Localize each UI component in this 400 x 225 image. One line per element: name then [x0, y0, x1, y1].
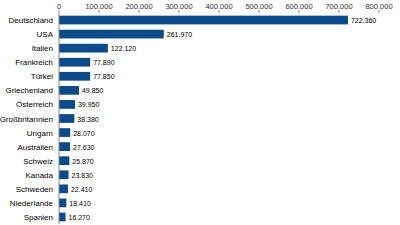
bar — [59, 142, 70, 151]
chart: 0 100.000 200.000 300.000 400.000 500.000 600.… — [0, 0, 400, 225]
category-label: USA — [37, 30, 54, 39]
bar — [59, 58, 90, 67]
category-label: Australien — [17, 143, 53, 152]
category-label: Großbritannien — [0, 115, 53, 124]
tick-label: 0 — [57, 2, 61, 11]
bar — [59, 114, 74, 123]
bar — [59, 156, 69, 165]
axis-line — [59, 13, 60, 224]
bar — [59, 128, 70, 137]
data-label: 722.360 — [351, 17, 376, 24]
data-label: 49.850 — [82, 87, 104, 94]
category-label: Kanada — [25, 171, 53, 180]
category-label: Italien — [32, 44, 53, 53]
bar — [59, 16, 348, 25]
data-label: 23.830 — [72, 172, 94, 179]
category-label: Griechenland — [5, 86, 53, 95]
data-label: 261.970 — [167, 31, 192, 38]
category-label: Österreich — [16, 100, 53, 109]
data-label: 18.410 — [69, 200, 91, 207]
category-label: Ungarn — [27, 129, 53, 138]
category-label: Schweiz — [23, 157, 53, 166]
tick-label: 200.000 — [125, 2, 152, 11]
tick-label: 300.000 — [165, 2, 192, 11]
category-label: Schweden — [16, 185, 53, 194]
data-label: 27.630 — [73, 144, 95, 151]
data-label: 122.120 — [111, 45, 136, 52]
category-label: Deutschland — [9, 16, 53, 25]
bar — [59, 30, 164, 39]
tick-label: 100.000 — [85, 2, 112, 11]
bar — [59, 44, 108, 53]
tick-label: 800.000 — [365, 2, 392, 11]
tick-label: 400.000 — [205, 2, 232, 11]
bar — [59, 170, 69, 179]
data-label: 77.850 — [93, 73, 115, 80]
bars — [59, 16, 348, 222]
data-label: 38.380 — [77, 116, 99, 123]
bar — [59, 213, 66, 222]
tick-label: 500.000 — [245, 2, 272, 11]
bar — [59, 184, 68, 193]
tick-label: 600.000 — [285, 2, 312, 11]
data-label: 25.870 — [72, 158, 94, 165]
bar — [59, 100, 75, 109]
data-label: 22.410 — [71, 186, 93, 193]
category-label: Frankreich — [15, 58, 53, 67]
category-label: Spanien — [24, 213, 53, 222]
data-label: 39.950 — [78, 101, 100, 108]
data-label: 77.890 — [93, 59, 115, 66]
tick-label: 700.000 — [325, 2, 352, 11]
bar — [59, 72, 90, 81]
data-label: 28.070 — [73, 130, 95, 137]
bar — [59, 199, 66, 208]
data-label: 16.270 — [69, 214, 91, 221]
category-label: Türkei — [31, 72, 53, 81]
bar — [59, 86, 79, 95]
category-label: Niederlande — [10, 199, 54, 208]
